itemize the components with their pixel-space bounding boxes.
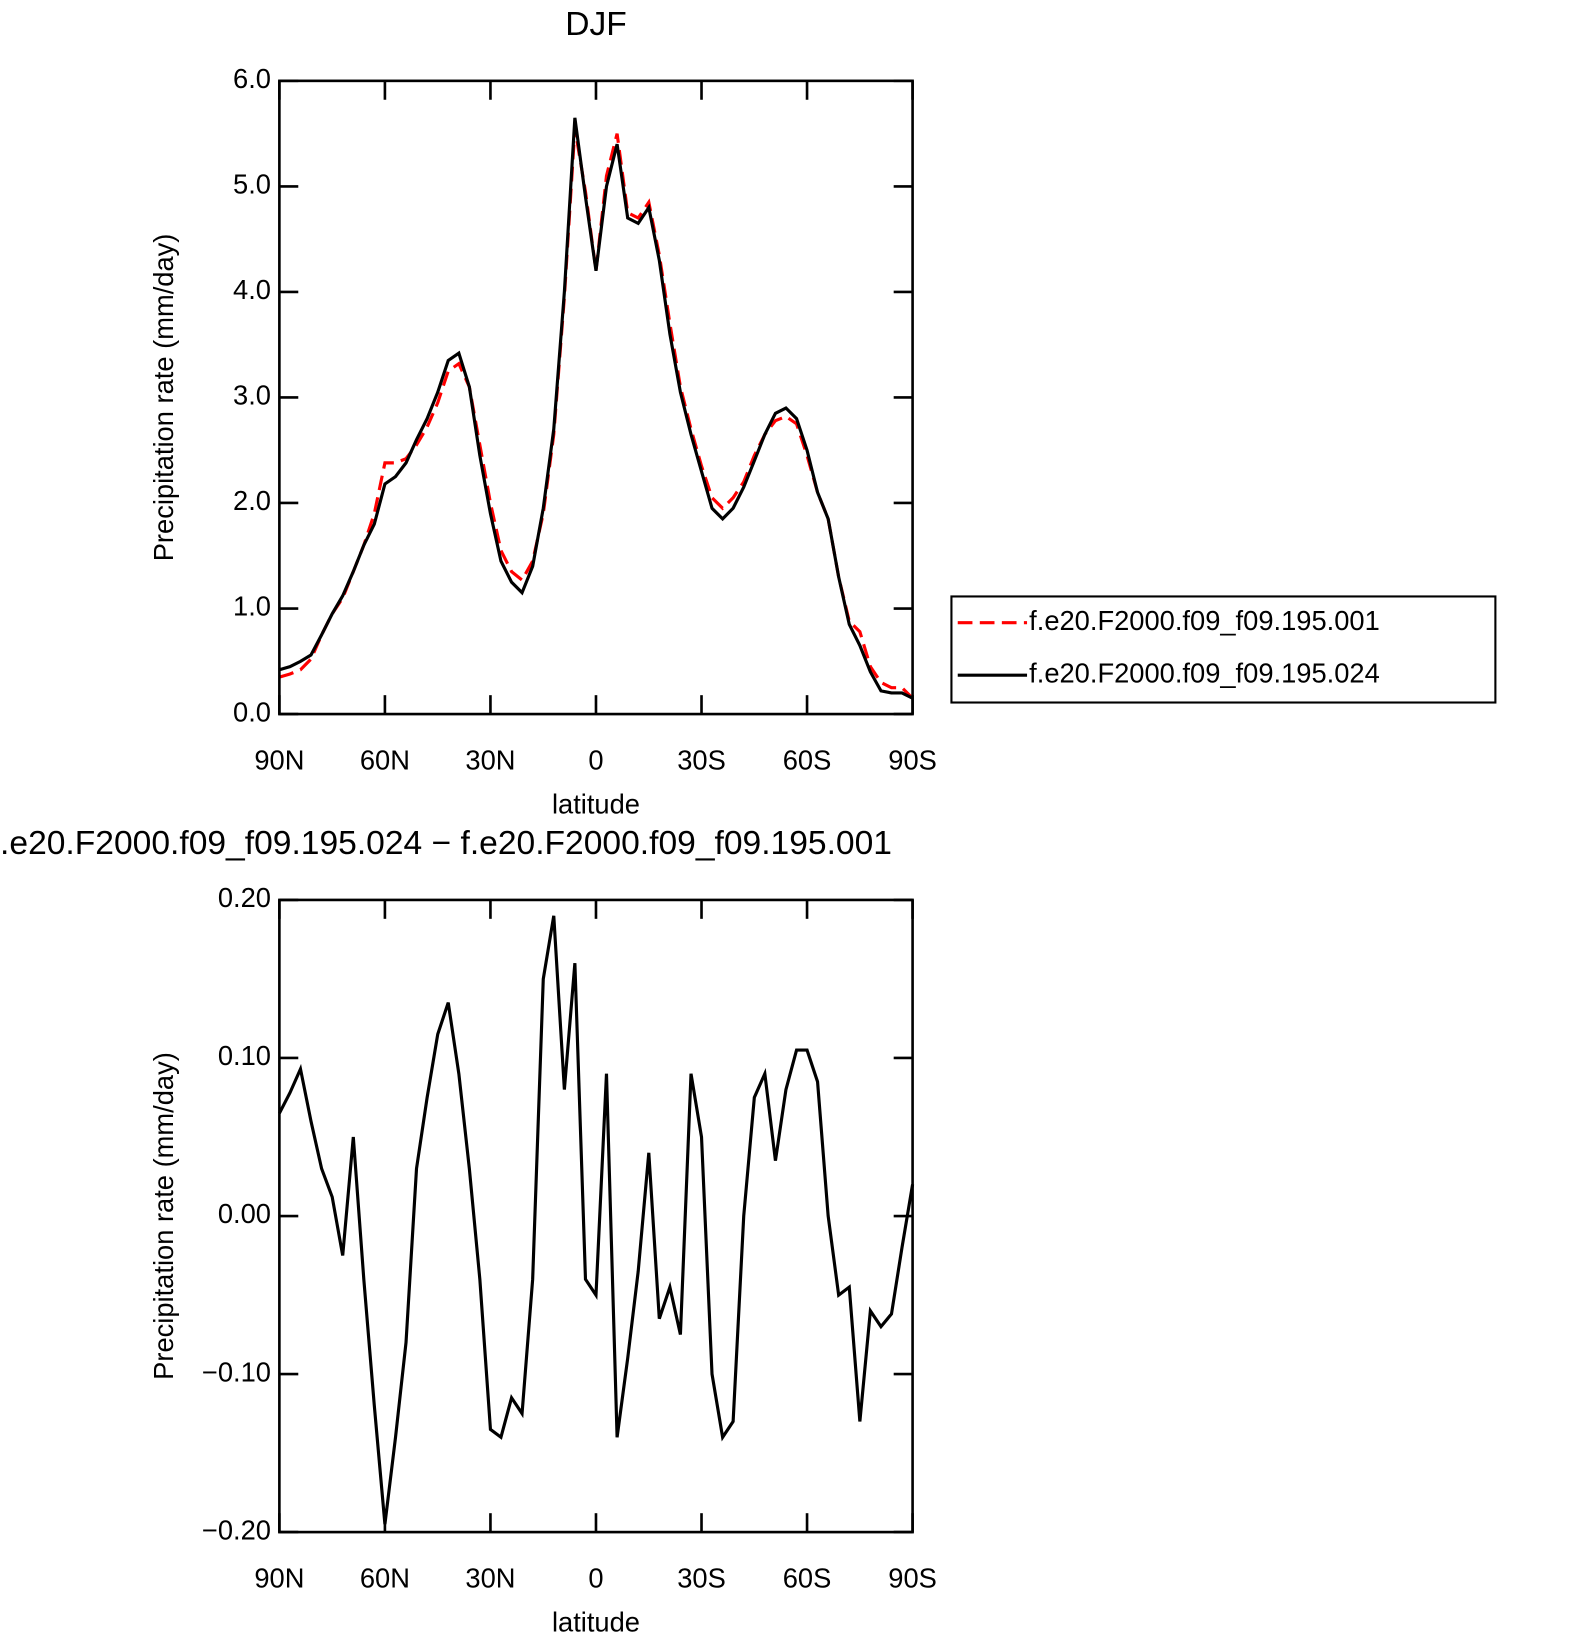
x-tick-label: 30N: [465, 745, 515, 776]
x-tick-label: 90N: [254, 1563, 304, 1594]
data-line: [278, 128, 914, 700]
y-tick-label: −0.10: [202, 1356, 271, 1387]
data-line: [277, 915, 915, 1525]
x-tick-label: 60S: [783, 745, 832, 776]
y-tick-label: 6.0: [233, 63, 271, 94]
legend-box: [950, 595, 1497, 704]
y-tick-label: 1.0: [233, 591, 271, 622]
x-tick-label: 60N: [360, 1563, 410, 1594]
x-tick-label: 30S: [677, 745, 726, 776]
chart-title: .e20.F2000.f09_f09.195.024 − f.e20.F2000…: [0, 825, 892, 862]
legend-label: f.e20.F2000.f09_f09.195.024: [1029, 657, 1380, 688]
data-line: [278, 117, 914, 700]
y-tick-label: 0.0: [233, 696, 271, 727]
chart-title: DJF: [565, 6, 627, 43]
x-tick-label: 60N: [360, 745, 410, 776]
x-tick-label: 60S: [783, 1563, 832, 1594]
y-tick-label: 4.0: [233, 274, 271, 305]
x-tick-label: 90S: [888, 1563, 937, 1594]
y-tick-label: −0.20: [202, 1514, 271, 1545]
x-tick-label: 0: [588, 1563, 603, 1594]
x-axis-label: latitude: [552, 1607, 640, 1635]
y-axis-label: Precipitation rate (mm/day): [148, 1052, 179, 1380]
y-tick-label: 2.0: [233, 485, 271, 516]
y-tick-label: 3.0: [233, 380, 271, 411]
plot-frame: [278, 898, 914, 1534]
plot-frame: [278, 79, 914, 716]
x-tick-label: 30N: [465, 1563, 515, 1594]
y-tick-label: 0.10: [218, 1040, 271, 1071]
x-tick-label: 0: [588, 745, 603, 776]
x-tick-label: 90S: [888, 745, 937, 776]
y-axis-label: Precipitation rate (mm/day): [148, 234, 179, 562]
x-tick-label: 30S: [677, 1563, 726, 1594]
y-tick-label: 5.0: [233, 169, 271, 200]
legend-label: f.e20.F2000.f09_f09.195.001: [1029, 605, 1380, 636]
y-tick-label: 0.20: [218, 882, 271, 913]
x-tick-label: 90N: [254, 745, 304, 776]
x-axis-label: latitude: [552, 789, 640, 820]
y-tick-label: 0.00: [218, 1198, 271, 1229]
